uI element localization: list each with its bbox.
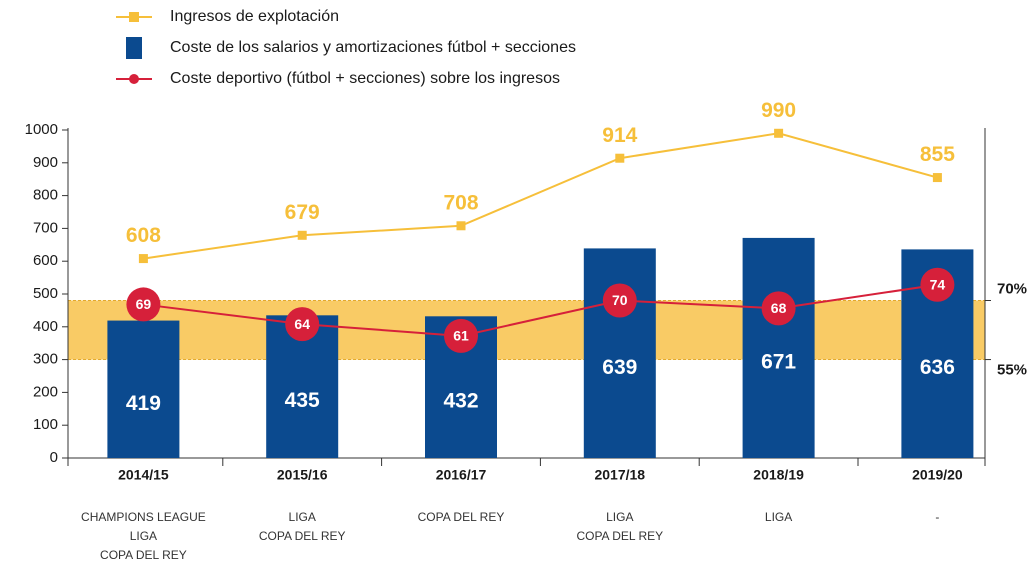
y-tick-label: 200 xyxy=(33,383,58,400)
point xyxy=(126,287,161,322)
y-tick-label: 500 xyxy=(33,285,58,302)
point xyxy=(138,254,148,264)
point-label: 74 xyxy=(930,276,946,292)
y-tick-label: 0 xyxy=(50,449,58,466)
point xyxy=(444,318,478,353)
x-tick-label: 2017/18 xyxy=(594,467,645,483)
line xyxy=(143,132,938,260)
x-tick-label: 2015/16 xyxy=(277,467,328,483)
bar-label: 671 xyxy=(761,351,796,374)
point-label: 708 xyxy=(443,191,478,214)
point xyxy=(774,128,784,138)
trophy: CHAMPIONS LEAGUE xyxy=(81,510,206,524)
trophy: COPA DEL REY xyxy=(418,510,505,524)
point xyxy=(920,267,955,302)
trophy: LIGA xyxy=(289,510,316,524)
legend-label: Coste deportivo (fútbol + secciones) sob… xyxy=(170,70,560,87)
target-band xyxy=(67,299,986,361)
point-label: 990 xyxy=(761,99,796,122)
point-label: 68 xyxy=(771,300,787,316)
y-tick-label: 400 xyxy=(33,318,58,335)
point xyxy=(285,307,320,342)
point-label: 64 xyxy=(294,316,310,332)
point xyxy=(615,153,625,163)
trophy: LIGA xyxy=(606,510,633,524)
trophy: COPA DEL REY xyxy=(259,529,346,543)
x-tick-label: 2016/17 xyxy=(436,467,487,483)
y-tick-label: 100 xyxy=(33,416,58,433)
legend-label: Ingresos de explotación xyxy=(170,8,339,25)
y-tick-label: 700 xyxy=(33,219,58,236)
trophy: LIGA xyxy=(130,529,157,543)
bar-label: 432 xyxy=(443,390,478,413)
trophy: - xyxy=(935,510,939,524)
point-label: 61 xyxy=(453,328,469,344)
bar xyxy=(107,320,180,458)
x-tick-label: 2019/20 xyxy=(912,467,963,483)
point-label: 69 xyxy=(136,296,152,312)
trophy: LIGA xyxy=(765,510,792,524)
bar-label: 419 xyxy=(126,392,161,415)
legend-label: Coste de los salarios y amortizaciones f… xyxy=(170,39,576,56)
legend-swatch xyxy=(129,74,139,84)
trophy: COPA DEL REY xyxy=(100,548,187,562)
y-tick-label: 300 xyxy=(33,351,58,368)
y-tick-label: 900 xyxy=(33,154,58,171)
y-tick-label: 800 xyxy=(33,187,58,204)
y2-tick-label: 55% xyxy=(997,362,1027,379)
y-tick-label: 1000 xyxy=(25,121,58,138)
x-tick-label: 2014/15 xyxy=(118,467,169,483)
trophy: COPA DEL REY xyxy=(576,529,663,543)
point-label: 608 xyxy=(126,224,161,247)
point xyxy=(932,173,942,183)
y-tick-label: 600 xyxy=(33,252,58,269)
point xyxy=(297,230,307,240)
bar-label: 639 xyxy=(602,356,637,379)
point xyxy=(602,283,637,318)
point-label: 855 xyxy=(920,143,955,166)
bar-label: 636 xyxy=(920,356,955,379)
bar-label: 435 xyxy=(285,389,320,412)
bar xyxy=(742,237,815,458)
bar xyxy=(583,248,656,458)
legend-swatch xyxy=(129,12,139,22)
legend-swatch xyxy=(126,37,142,59)
y2-tick-label: 70% xyxy=(997,280,1027,297)
point xyxy=(761,291,796,326)
point-label: 70 xyxy=(612,292,628,308)
point-label: 914 xyxy=(602,124,637,147)
point xyxy=(456,221,466,231)
point-label: 679 xyxy=(285,201,320,224)
line xyxy=(143,283,938,337)
x-tick-label: 2018/19 xyxy=(753,467,804,483)
